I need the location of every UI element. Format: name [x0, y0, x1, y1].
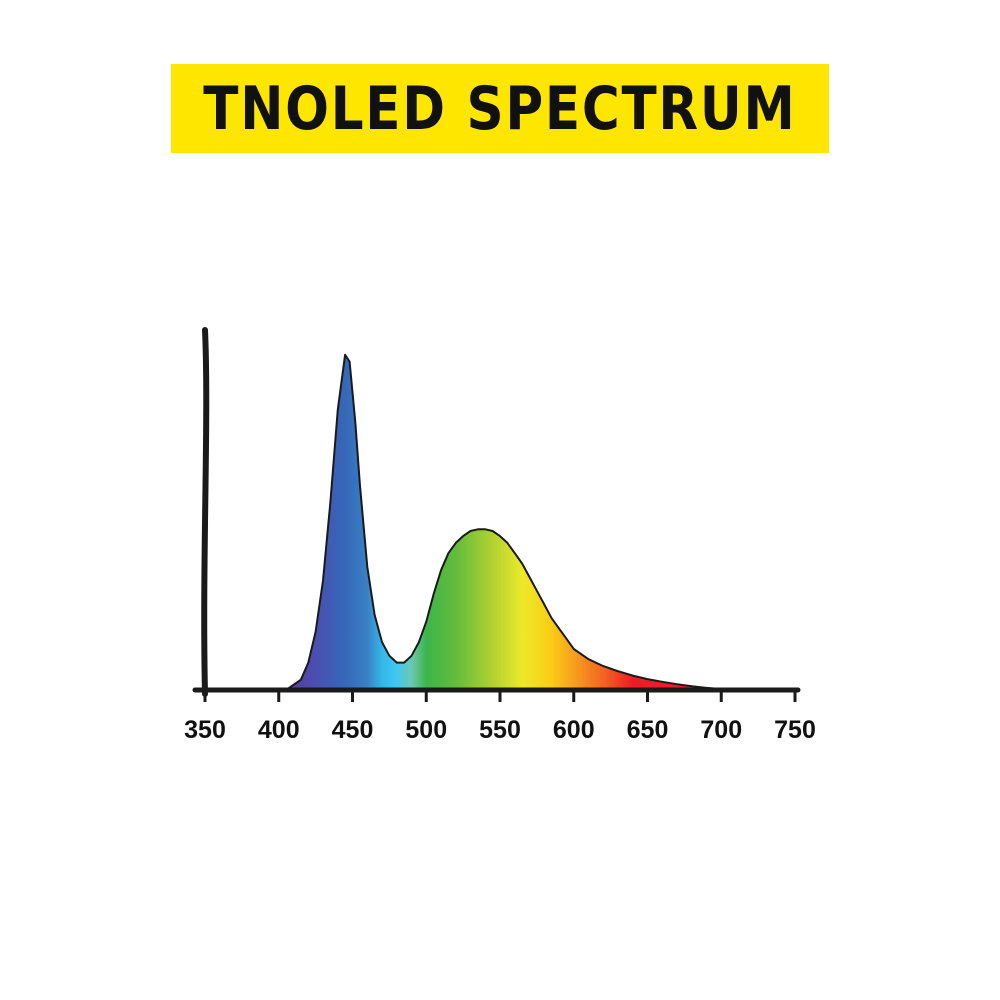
title-banner: TNOLED SPECTRUM	[171, 64, 829, 153]
x-tick-label: 350	[184, 716, 226, 744]
x-tick-label: 750	[774, 716, 816, 744]
x-tick-label: 550	[479, 716, 521, 744]
axis-layer	[192, 327, 801, 697]
x-tick-label: 450	[332, 716, 374, 744]
tick-label-layer: 350 400 450 500 550 600 650 700 750	[184, 688, 816, 744]
y-axis-line	[201, 327, 210, 697]
spectrum-area-layer	[285, 353, 774, 691]
x-tick-label: 500	[405, 716, 447, 744]
x-tick-label: 600	[553, 716, 595, 744]
chart-title: TNOLED SPECTRUM	[203, 73, 797, 144]
x-tick-label: 400	[258, 716, 300, 744]
x-tick-label: 650	[627, 716, 669, 744]
x-tick-label: 700	[700, 716, 742, 744]
spectrum-area	[285, 353, 774, 691]
